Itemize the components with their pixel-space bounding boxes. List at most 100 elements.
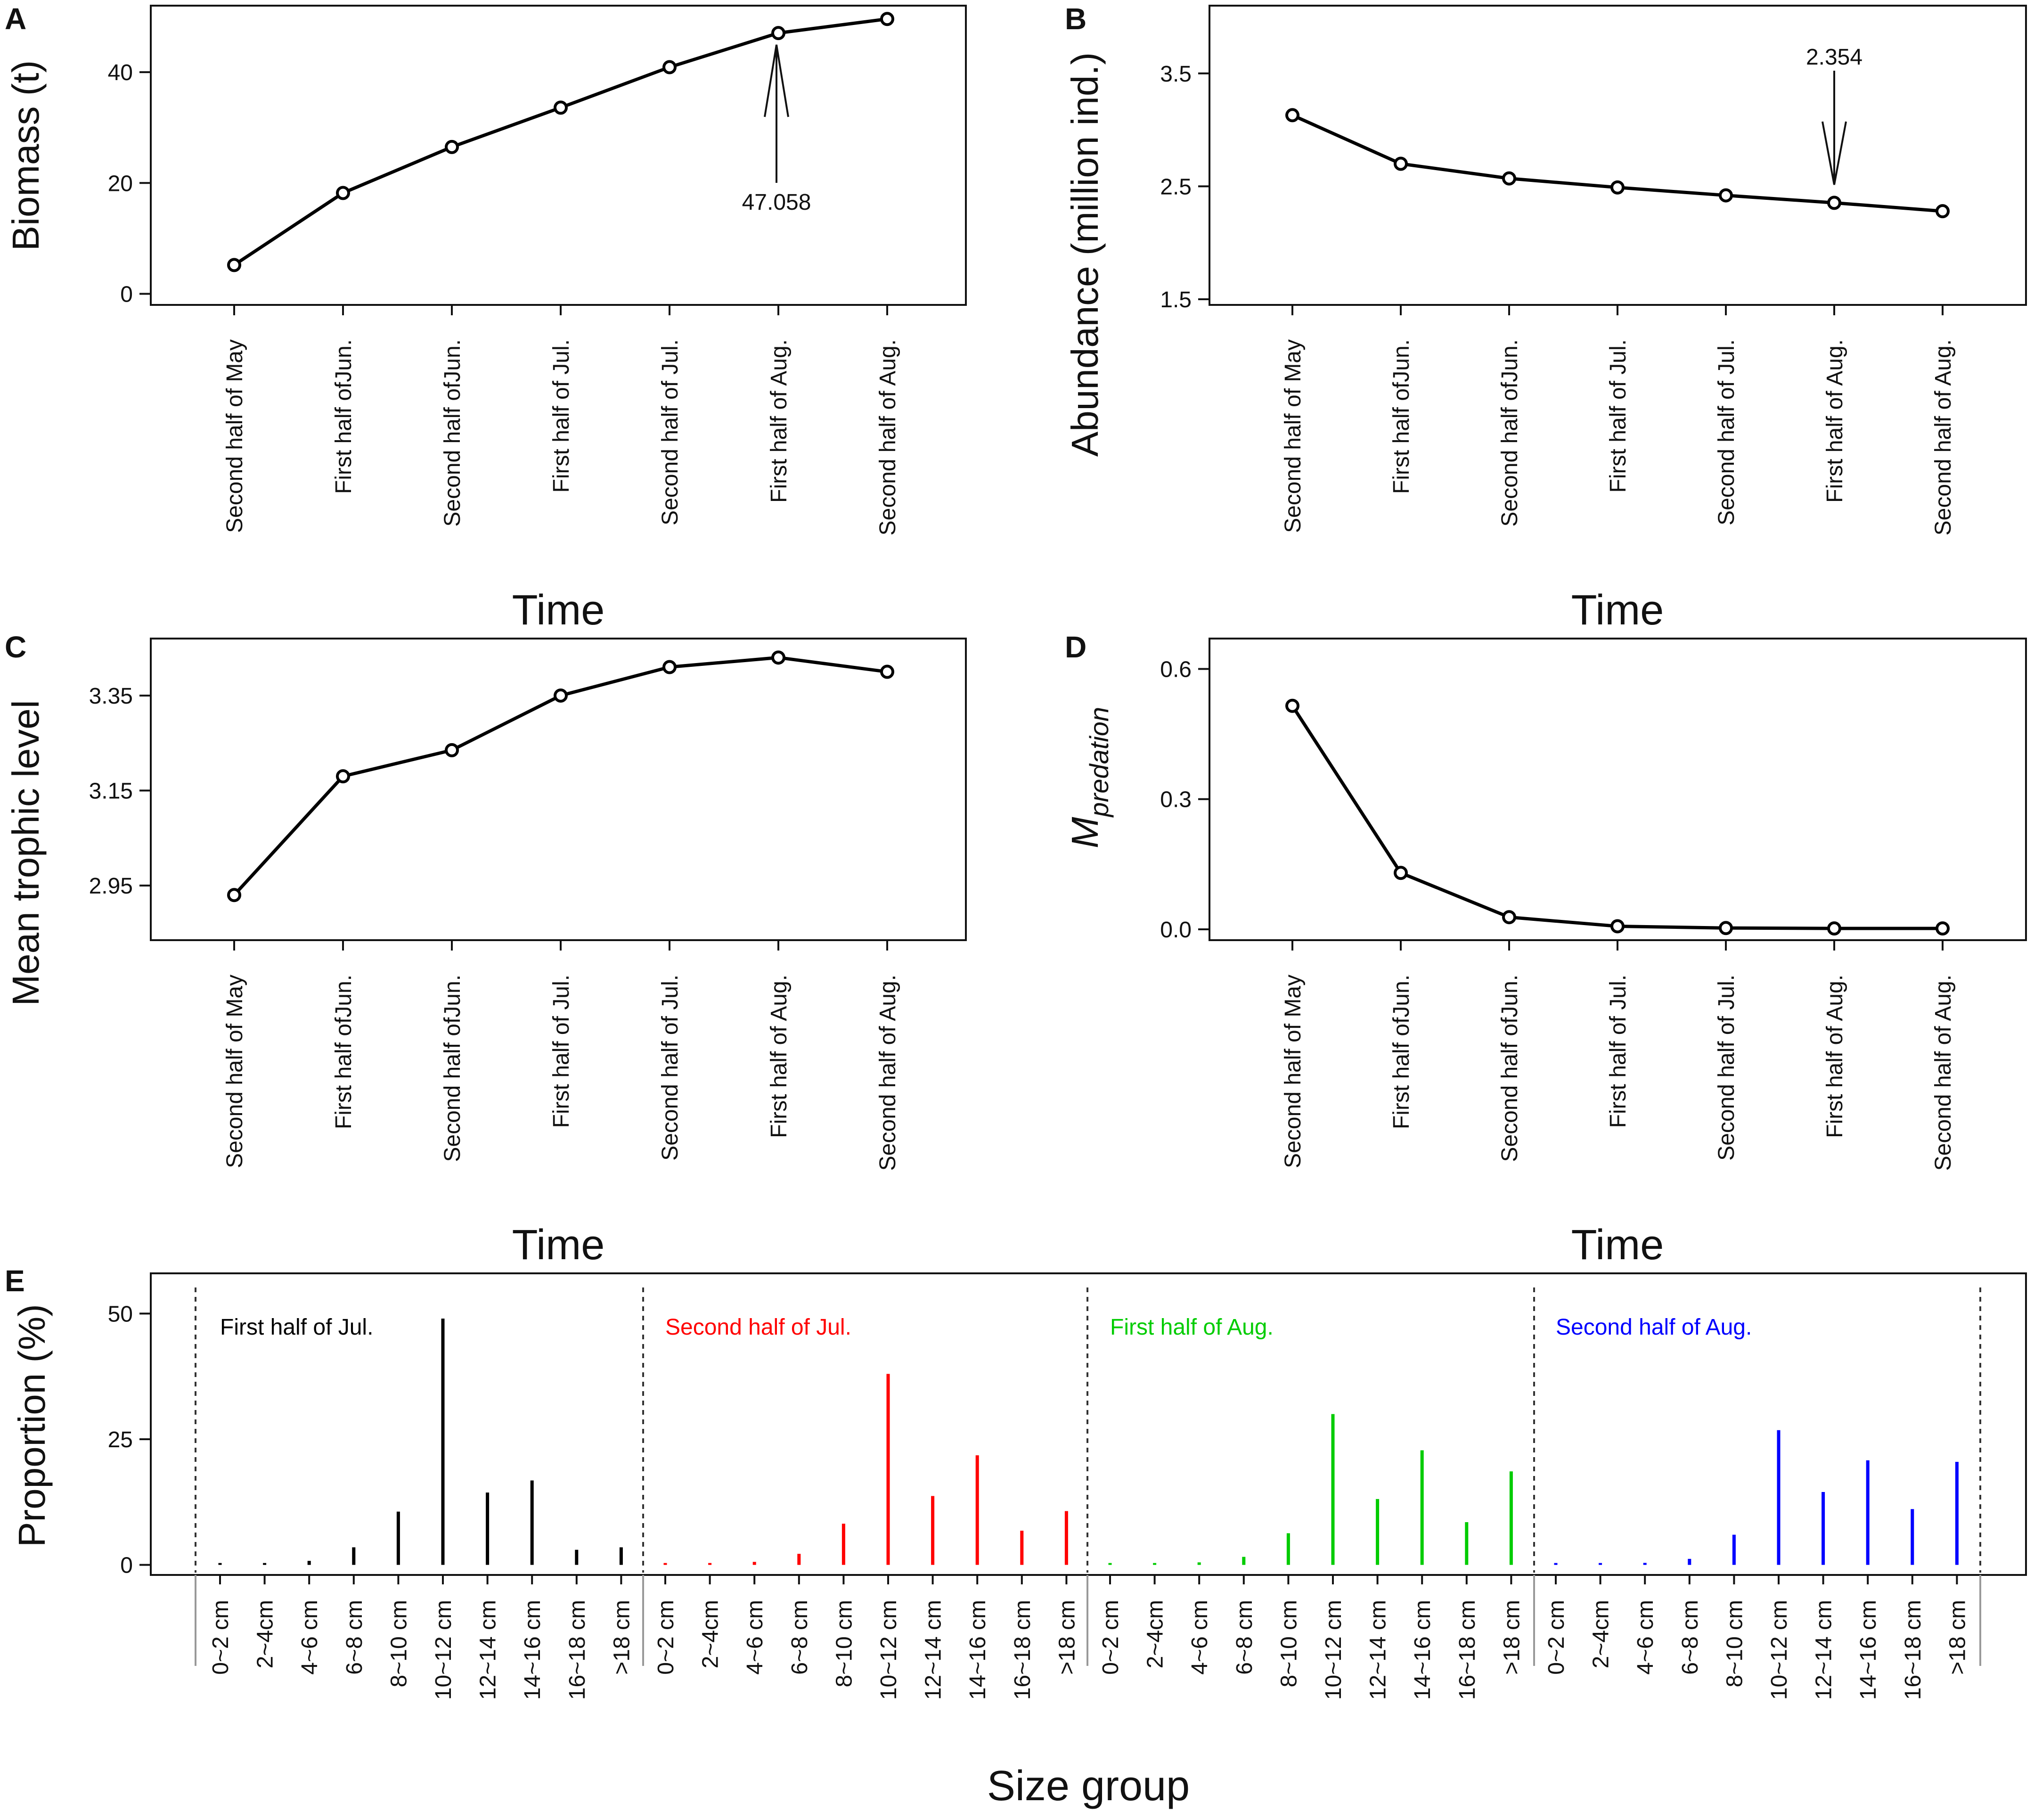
x-tick-label: 14~16 cm [965, 1600, 990, 1700]
x-tick-label: First half of Jul. [1606, 975, 1631, 1128]
x-tick-label: First half ofJun. [1389, 975, 1414, 1129]
panel-b-annotation-arrow-head [1822, 121, 1847, 185]
x-tick-label: 16~18 cm [1010, 1600, 1035, 1700]
x-tick-label: 8~10 cm [386, 1600, 411, 1687]
x-tick-label: 4~6 cm [297, 1600, 322, 1675]
panel-e-dividers [195, 1287, 1981, 1666]
data-point [1502, 910, 1516, 925]
x-tick-label: First half ofJun. [1389, 339, 1414, 494]
x-tick-label: Second half ofJun. [1497, 975, 1522, 1162]
data-point [336, 186, 350, 200]
data-point [771, 26, 785, 41]
panel-a-x-axis: Second half of May First half ofJun. Secon… [222, 305, 900, 535]
y-tick-label: 3.5 [1160, 62, 1192, 87]
x-tick-label: Second half of Jul. [658, 339, 683, 525]
panel-d-series-line [1291, 705, 1943, 930]
x-tick-label: First half of Aug. [1822, 975, 1847, 1138]
panel-b-plot-frame [1209, 5, 2027, 306]
x-tick-label: >18 cm [1945, 1600, 1970, 1675]
x-tick-label: 8~10 cm [832, 1600, 857, 1687]
panel-a-series-line [233, 17, 888, 267]
data-point [880, 664, 894, 679]
panel-e-y-axis: 0 25 50 [108, 1302, 151, 1578]
panel-b-x-title: Time [1571, 587, 1664, 634]
panel-a: A 0 20 40 Second half of May First half ofJ… [5, 2, 967, 634]
panel-d-plot-frame [1209, 638, 2027, 941]
x-tick-label: First half ofJun. [331, 975, 356, 1129]
data-point [880, 12, 894, 26]
x-tick-label: 4~6 cm [1633, 1600, 1658, 1675]
data-point [554, 688, 568, 703]
data-point [1285, 698, 1299, 713]
x-tick-label: First half of Aug. [1822, 339, 1847, 503]
x-tick-label: Second half ofJun. [440, 975, 465, 1162]
data-point [445, 139, 459, 154]
group-label: First half of Jul. [220, 1315, 373, 1340]
y-tick-label: 0.0 [1160, 918, 1192, 943]
x-tick-label: 12~14 cm [921, 1600, 946, 1700]
x-tick-label: 16~18 cm [1455, 1600, 1480, 1700]
panel-d-x-axis: Second half of May First half ofJun. Secon… [1281, 940, 1956, 1171]
panel-c-letter: C [5, 630, 26, 664]
x-tick-label: 2~4cm [1143, 1600, 1168, 1668]
panel-b-y-title: Abundance (million ind.) [1064, 52, 1106, 457]
x-tick-label: 6~8 cm [787, 1600, 812, 1675]
panel-b-letter: B [1065, 2, 1086, 36]
x-tick-label: Second half of Jul. [1714, 339, 1739, 525]
panel-e-x-title: Size group [987, 1763, 1190, 1810]
data-point [1610, 919, 1625, 934]
panel-d-y-title: Mpredation [1064, 707, 1114, 848]
x-tick-label: >18 cm [609, 1600, 634, 1675]
panel-d-y-title-sub: predation [1084, 707, 1114, 818]
data-point [445, 743, 459, 757]
x-tick-label: First half ofJun. [331, 339, 356, 494]
data-point [1719, 188, 1733, 203]
x-tick-label: Second half of Aug. [875, 339, 900, 535]
x-tick-label: 8~10 cm [1276, 1600, 1301, 1687]
x-tick-label: First half of Aug. [767, 975, 792, 1138]
y-tick-label: 1.5 [1160, 287, 1192, 312]
data-point [1610, 180, 1625, 195]
data-point [771, 650, 785, 665]
x-tick-label: 4~6 cm [1187, 1600, 1212, 1675]
x-tick-label: >18 cm [1499, 1600, 1524, 1675]
panel-a-annotation: 47.058 [742, 44, 811, 215]
panel-a-plot-frame [150, 5, 967, 306]
x-tick-label: 14~16 cm [1856, 1600, 1881, 1700]
data-point [1827, 196, 1841, 210]
data-point [336, 769, 350, 784]
x-tick-label: Second half of Jul. [1714, 975, 1739, 1161]
panel-d-x-title: Time [1571, 1222, 1664, 1269]
data-point [1502, 171, 1516, 186]
panel-a-y-axis: 0 20 40 [108, 60, 151, 307]
x-tick-label: Second half ofJun. [1497, 339, 1522, 527]
data-point [1394, 156, 1408, 171]
y-tick-label: 0 [120, 1553, 133, 1578]
x-tick-label: 10~12 cm [431, 1600, 456, 1700]
data-point [1719, 921, 1733, 935]
x-tick-label: Second half of Jul. [658, 975, 683, 1161]
x-tick-label: First half of Jul. [549, 975, 574, 1128]
panel-c-y-axis: 2.95 3.15 3.35 [89, 684, 151, 899]
x-tick-label: 2~4cm [698, 1600, 723, 1668]
panel-e-letter: E [5, 1264, 25, 1298]
panel-e-bars [218, 1319, 1959, 1565]
panel-a-y-title: Biomass (t) [5, 60, 47, 251]
x-tick-label: 10~12 cm [876, 1600, 901, 1700]
panel-b-annotation: 2.354 [1806, 45, 1862, 185]
x-tick-label: 10~12 cm [1321, 1600, 1346, 1700]
data-point [227, 258, 241, 272]
x-tick-label: 6~8 cm [1678, 1600, 1703, 1675]
x-tick-label: 2~4cm [1589, 1600, 1614, 1668]
y-tick-label: 25 [108, 1427, 133, 1452]
x-tick-label: Second half of May [222, 339, 247, 533]
data-point [554, 100, 568, 115]
panel-b-points [1285, 108, 1950, 219]
x-tick-label: 12~14 cm [476, 1600, 501, 1700]
group-label: First half of Aug. [1110, 1315, 1274, 1340]
panel-d-y-title-main: M [1064, 817, 1106, 848]
y-tick-label: 0 [120, 282, 133, 307]
panel-e-x-axis: 0~2 cm 2~4cm 4~6 cm 6~8 cm 8~10 cm 10~12 cm 12… [208, 1575, 1970, 1700]
x-tick-label: Second half of May [1281, 339, 1306, 533]
y-tick-label: 3.35 [89, 684, 133, 709]
